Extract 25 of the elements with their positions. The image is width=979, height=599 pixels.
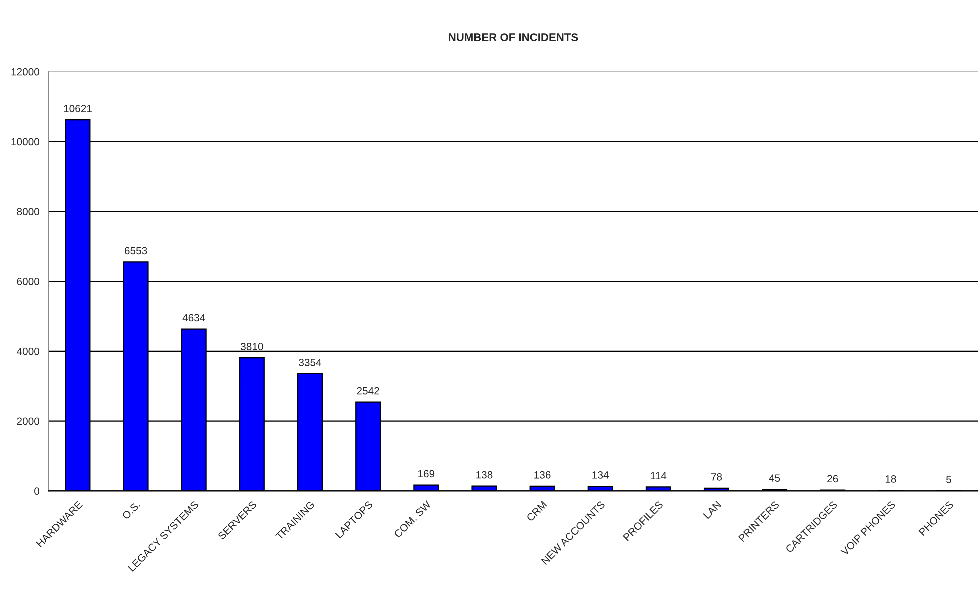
data-label: 138 bbox=[476, 471, 493, 479]
data-label: 169 bbox=[418, 470, 435, 478]
data-label: 78 bbox=[711, 473, 722, 481]
data-label: 136 bbox=[534, 471, 551, 479]
data-label: 2542 bbox=[357, 387, 380, 395]
data-label: 26 bbox=[828, 475, 838, 483]
data-label: 5 bbox=[946, 476, 952, 484]
chart-title: NUMBER OF INCIDENTS bbox=[449, 34, 578, 42]
data-label: 4634 bbox=[182, 314, 206, 322]
data-label: 3810 bbox=[240, 343, 264, 350]
data-label: 18 bbox=[886, 476, 896, 483]
data-label: 114 bbox=[651, 472, 667, 480]
y-tick-label: 12000 bbox=[12, 68, 40, 76]
data-label: 134 bbox=[592, 472, 609, 479]
data-label: 45 bbox=[769, 474, 780, 482]
data-label: 6553 bbox=[124, 247, 148, 255]
y-tick-label: 4000 bbox=[16, 348, 40, 356]
y-tick-label: 2000 bbox=[17, 418, 40, 426]
y-tick-label: 10000 bbox=[12, 138, 40, 146]
x-tick-label: O.S. bbox=[122, 501, 141, 520]
data-label: 10621 bbox=[64, 105, 92, 112]
y-tick-label: 0 bbox=[34, 488, 40, 496]
data-label: 3354 bbox=[299, 358, 322, 366]
y-tick-label: 6000 bbox=[17, 278, 40, 286]
y-tick-label: 8000 bbox=[17, 208, 40, 216]
